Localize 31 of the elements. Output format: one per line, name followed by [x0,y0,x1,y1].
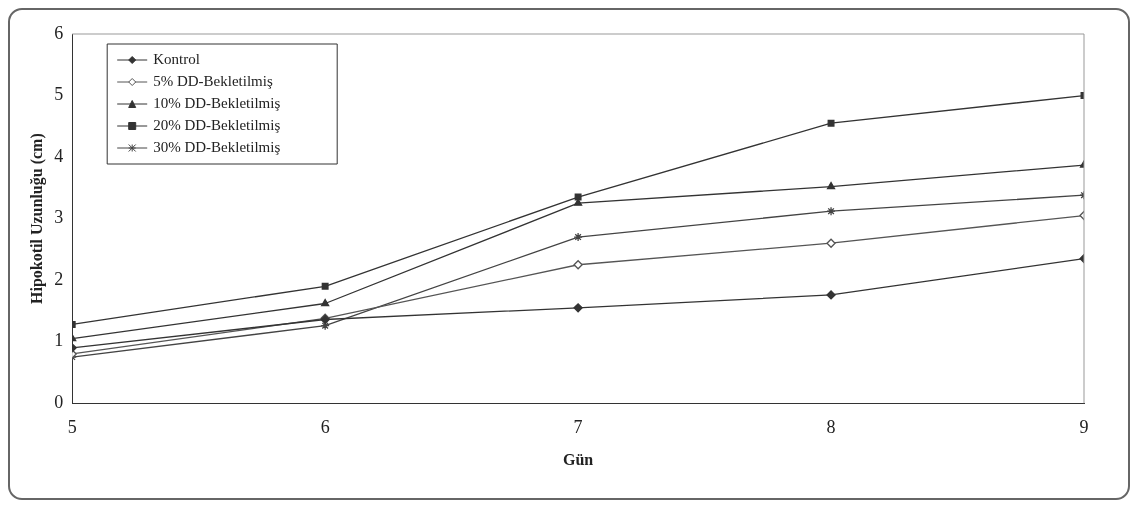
legend-label: 20% DD-Bekletilmiş [153,116,281,133]
point [573,232,583,242]
y-tick-label: 0 [54,391,64,412]
legend-label: 5% DD-Bekletilmiş [153,72,273,89]
legend-label: Kontrol [153,50,200,67]
point [826,290,836,300]
point [826,206,836,216]
x-tick-label: 5 [67,416,77,437]
y-tick-label: 5 [54,84,64,105]
x-tick-label: 7 [573,416,583,437]
point [826,181,836,190]
point [573,303,583,313]
y-tick-label: 1 [54,330,64,351]
point [321,282,329,290]
y-tick-label: 2 [54,268,64,289]
point [826,238,836,248]
point [320,321,330,331]
y-tick-label: 4 [54,145,64,166]
y-tick-label: 6 [54,22,64,43]
point [573,260,583,270]
point [574,193,582,201]
y-tick-label: 3 [54,207,64,228]
legend-label: 10% DD-Bekletilmiş [153,94,281,111]
x-tick-label: 6 [320,416,330,437]
x-tick-label: 8 [826,416,836,437]
x-tick-label: 9 [1079,416,1089,437]
y-axis-title: Hipokotil Uzunluğu (cm) [27,133,46,304]
legend-label: 30% DD-Bekletilmiş [153,138,281,155]
point [827,119,835,127]
x-axis-title: Gün [562,450,594,468]
point [321,298,330,307]
